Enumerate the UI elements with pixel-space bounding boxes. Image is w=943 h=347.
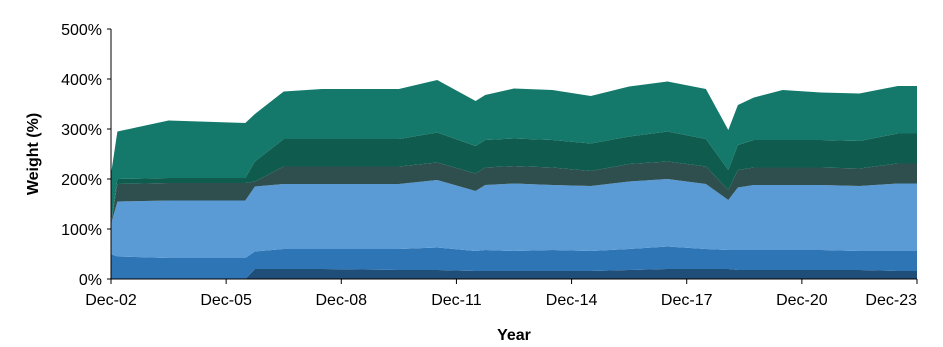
x-tick-group: Dec-02 Dec-05 Dec-08 Dec-11 Dec-14 Dec-17 Dec-… — [85, 279, 918, 309]
area-series-6 — [111, 80, 917, 224]
y-axis-title: Weight (%) — [25, 113, 42, 195]
y-tick-label: 300% — [61, 122, 102, 139]
area-series-3 — [111, 179, 917, 258]
y-tick-label: 0% — [79, 272, 102, 289]
x-tick-label: Dec-08 — [315, 292, 367, 309]
area-series-5 — [111, 131, 917, 224]
x-tick-label: Dec-17 — [661, 292, 713, 309]
area-series-2 — [111, 246, 917, 279]
y-tick-label: 400% — [61, 72, 102, 89]
area-series-1 — [111, 269, 917, 279]
x-tick-label: Dec-23 — [865, 292, 917, 309]
x-tick-label: Dec-20 — [776, 292, 828, 309]
area-series-group — [111, 80, 917, 279]
area-series-4 — [111, 161, 917, 224]
x-tick-label: Dec-05 — [200, 292, 252, 309]
y-tick-group: 0% 100% 200% 300% 400% 500% — [61, 22, 111, 289]
x-tick-label: Dec-11 — [431, 292, 481, 309]
axes — [110, 29, 917, 280]
y-tick-label: 100% — [61, 222, 102, 239]
x-tick-label: Dec-14 — [546, 292, 598, 309]
y-tick-label: 200% — [61, 172, 102, 189]
x-tick-label: Dec-02 — [85, 292, 137, 309]
y-tick-label: 500% — [61, 22, 102, 39]
x-axis-title: Year — [497, 327, 531, 344]
